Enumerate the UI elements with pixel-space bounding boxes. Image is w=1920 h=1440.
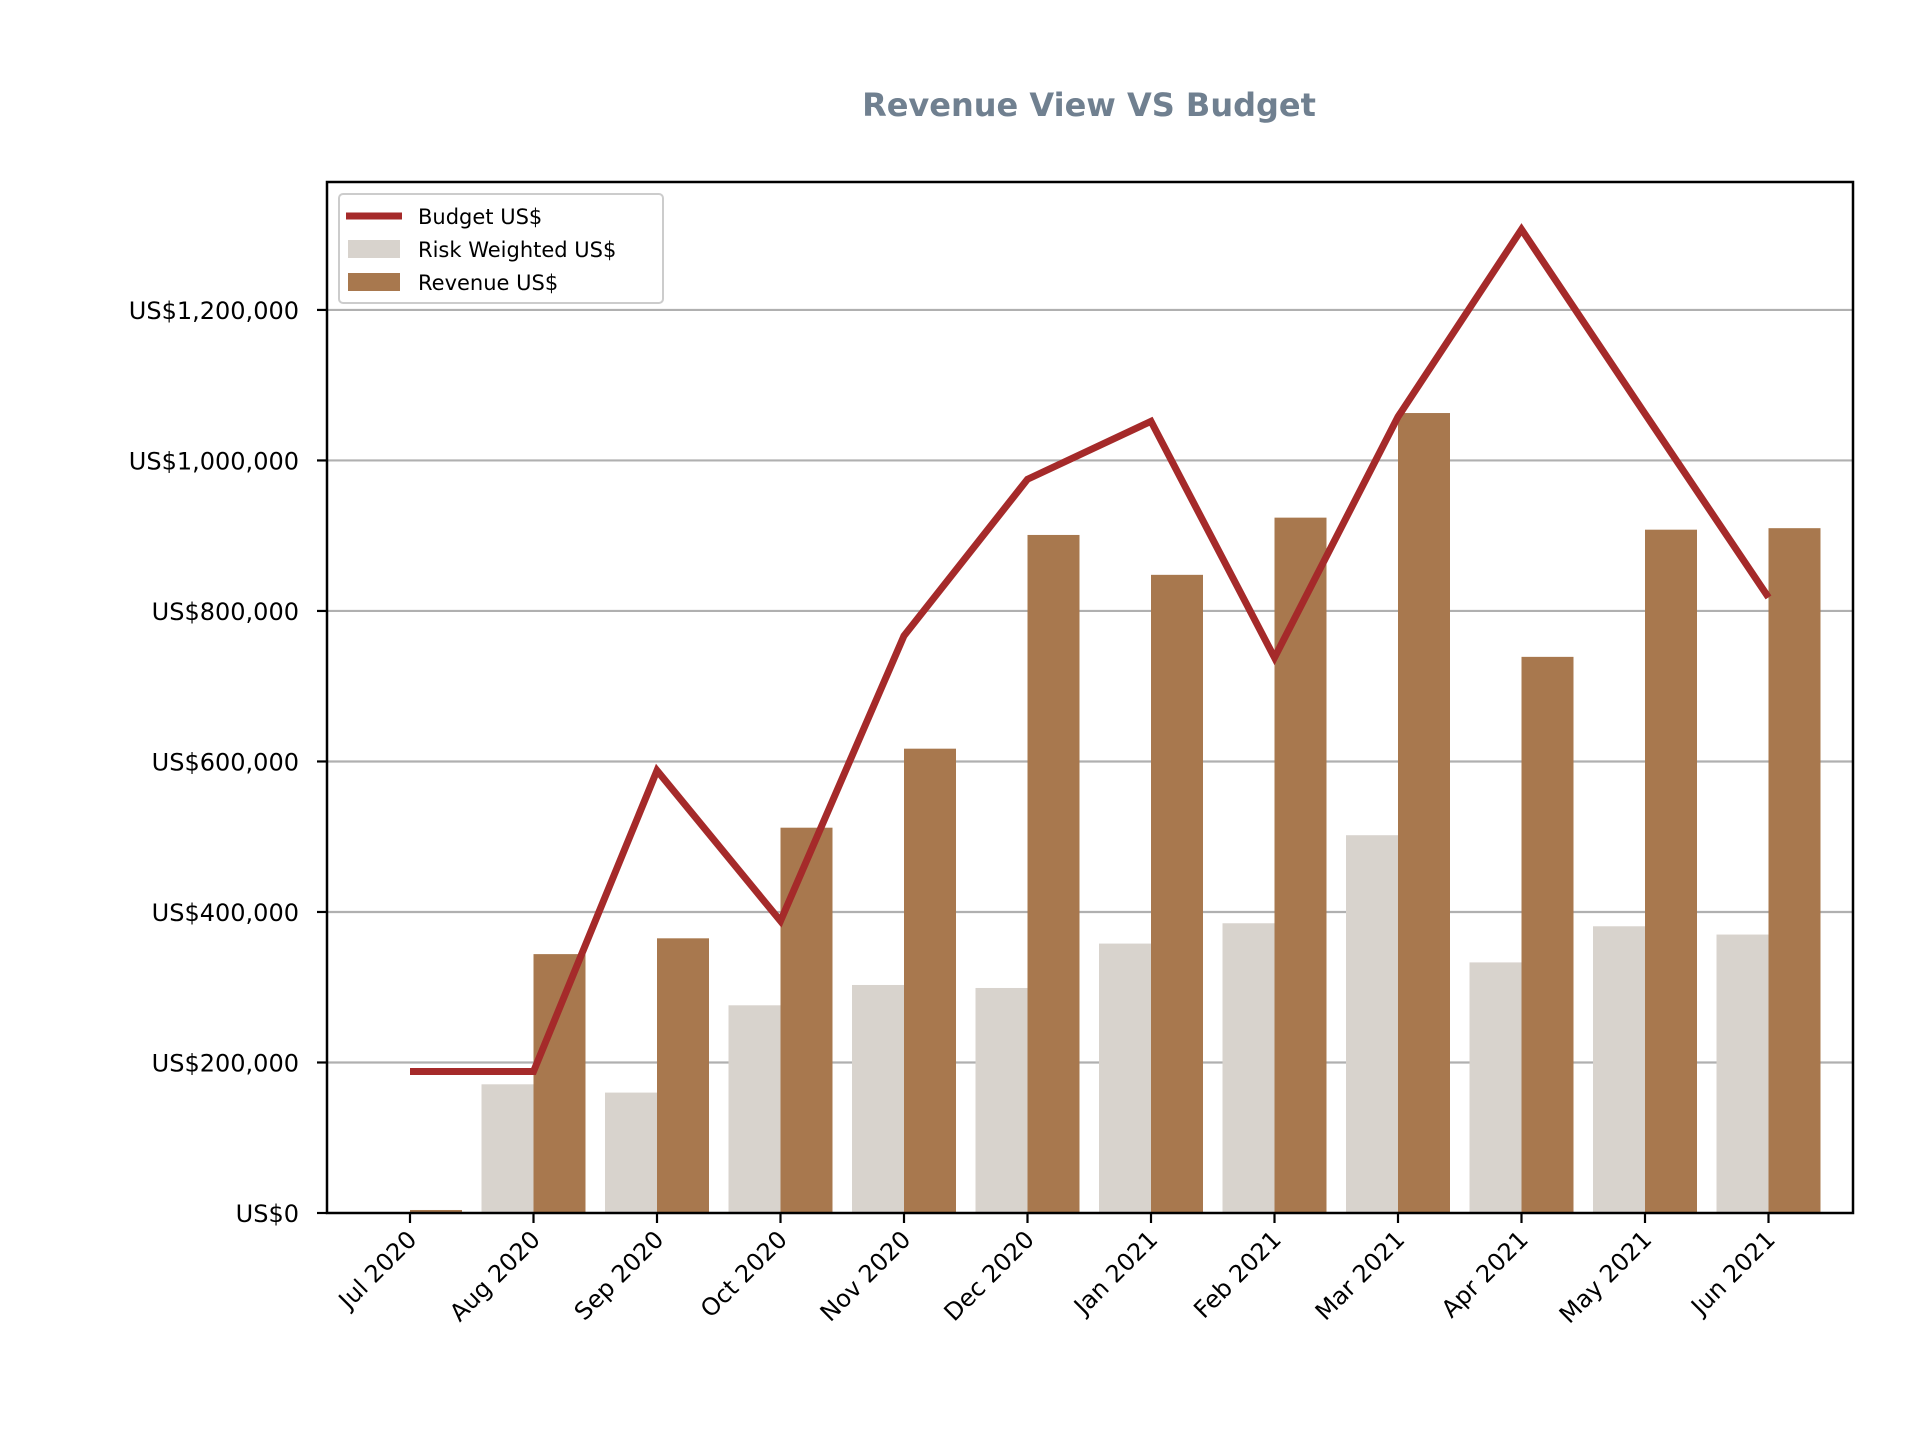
revenue-bar-1 <box>533 954 586 1213</box>
revenue-bar-11 <box>1768 528 1821 1213</box>
risk-weighted-bar-5 <box>975 987 1028 1213</box>
y-tick-label: US$400,000 <box>152 899 299 927</box>
legend-swatch-risk-weighted <box>348 240 400 258</box>
x-tick-label: Feb 2021 <box>1188 1225 1286 1323</box>
plot-frame <box>325 180 1855 1215</box>
risk-weighted-bar-9 <box>1469 962 1522 1213</box>
revenue-bar-4 <box>904 748 956 1213</box>
bars <box>410 413 1821 1213</box>
y-tick-label: US$200,000 <box>152 1049 299 1077</box>
risk-weighted-bar-11 <box>1716 934 1769 1213</box>
x-tick-label: Apr 2021 <box>1436 1225 1534 1323</box>
legend-label: Budget US$ <box>418 205 542 229</box>
budget-line <box>410 223 1772 1076</box>
legend: Budget US$ Risk Weighted US$ Revenue US$ <box>338 193 664 304</box>
y-tick-label: US$1,200,000 <box>129 297 299 325</box>
revenue-bar-10 <box>1645 529 1697 1213</box>
x-tick-label: Oct 2020 <box>695 1225 793 1323</box>
x-tick-label: May 2021 <box>1554 1225 1657 1328</box>
y-tick-label: US$600,000 <box>152 748 299 776</box>
revenue-bar-8 <box>1398 413 1450 1213</box>
x-tick-label: Jan 2021 <box>1067 1225 1163 1321</box>
y-tick-label: US$0 <box>236 1200 299 1228</box>
legend-swatch-revenue <box>348 273 400 291</box>
legend-box <box>338 193 664 304</box>
x-tick-label: Aug 2020 <box>444 1225 546 1327</box>
revenue-bar-0 <box>410 1209 462 1213</box>
risk-weighted-bar-1 <box>481 1084 534 1213</box>
y-tick-label: US$800,000 <box>152 598 299 626</box>
risk-weighted-bar-4 <box>852 984 904 1213</box>
x-tick-label: Jun 2021 <box>1684 1225 1780 1321</box>
risk-weighted-bar-8 <box>1346 835 1398 1213</box>
chart-title: Revenue View VS Budget <box>862 86 1316 124</box>
revenue-bar-6 <box>1151 574 1203 1213</box>
risk-weighted-bar-3 <box>728 1005 781 1213</box>
risk-weighted-bar-10 <box>1593 926 1645 1213</box>
budget-line-layer <box>410 223 1772 1076</box>
y-tick-label: US$1,000,000 <box>129 447 299 475</box>
x-tick-label: Sep 2020 <box>569 1225 669 1325</box>
revenue-bar-3 <box>780 827 833 1213</box>
x-tick-label: Jul 2020 <box>332 1225 422 1315</box>
risk-weighted-bar-6 <box>1099 943 1151 1213</box>
risk-weighted-bar-7 <box>1222 923 1275 1213</box>
x-tick-label: Mar 2021 <box>1310 1225 1410 1325</box>
x-tick-label: Nov 2020 <box>815 1225 917 1327</box>
revenue-bar-7 <box>1274 517 1327 1213</box>
legend-label: Risk Weighted US$ <box>418 238 616 262</box>
legend-label: Revenue US$ <box>418 271 558 295</box>
x-tick-label: Dec 2020 <box>939 1225 1040 1326</box>
revenue-bar-5 <box>1027 534 1080 1213</box>
risk-weighted-bar-2 <box>605 1092 657 1213</box>
revenue-bar-2 <box>657 938 709 1213</box>
revenue-bar-9 <box>1521 656 1574 1213</box>
